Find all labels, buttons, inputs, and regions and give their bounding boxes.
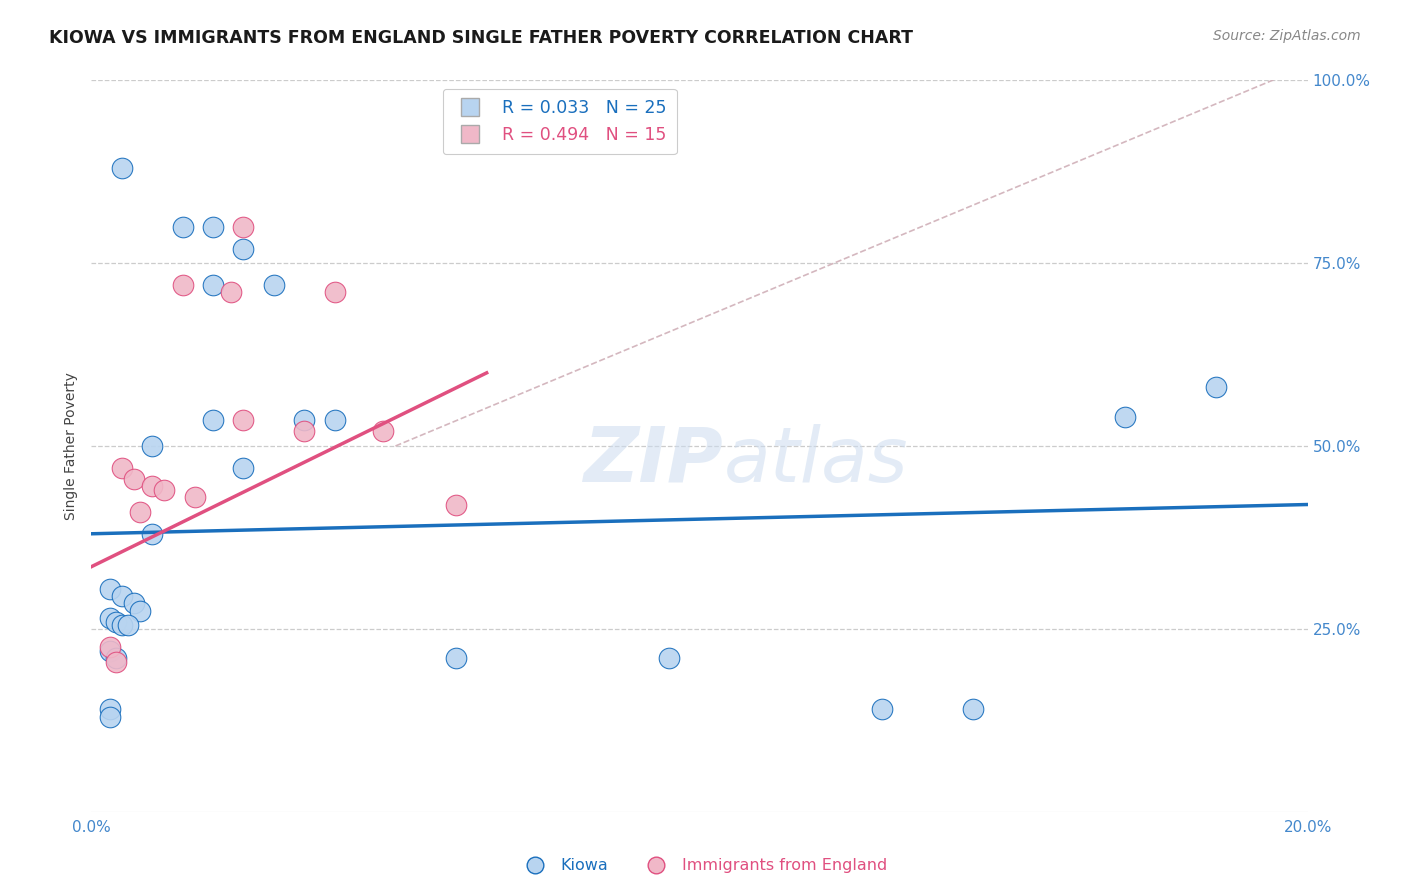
Point <box>98 644 121 658</box>
Point <box>122 472 145 486</box>
Text: atlas: atlas <box>724 424 908 498</box>
Point <box>172 278 194 293</box>
Legend: R = 0.033   N = 25, R = 0.494   N = 15: R = 0.033 N = 25, R = 0.494 N = 15 <box>443 89 676 154</box>
Point <box>202 278 225 293</box>
Point <box>172 219 194 234</box>
Point <box>323 413 346 427</box>
Point <box>263 278 285 293</box>
Point <box>219 285 242 300</box>
Point <box>153 483 176 497</box>
Point <box>129 505 152 519</box>
Point <box>98 611 121 625</box>
Point <box>870 702 893 716</box>
Point <box>202 219 225 234</box>
Y-axis label: Single Father Poverty: Single Father Poverty <box>65 372 79 520</box>
Point <box>232 413 254 427</box>
Text: Source: ZipAtlas.com: Source: ZipAtlas.com <box>1213 29 1361 43</box>
Point <box>292 425 315 439</box>
Point <box>1114 409 1136 424</box>
Point <box>98 702 121 716</box>
Point <box>232 242 254 256</box>
Point <box>111 461 134 475</box>
Point <box>141 526 163 541</box>
Point <box>129 603 152 617</box>
Point <box>111 589 134 603</box>
Point <box>373 425 395 439</box>
Text: ZIP: ZIP <box>583 424 724 498</box>
Point <box>104 615 127 629</box>
Point <box>1205 380 1227 394</box>
Point <box>292 413 315 427</box>
Point <box>104 655 127 669</box>
Point <box>111 161 134 175</box>
Point <box>232 219 254 234</box>
Text: KIOWA VS IMMIGRANTS FROM ENGLAND SINGLE FATHER POVERTY CORRELATION CHART: KIOWA VS IMMIGRANTS FROM ENGLAND SINGLE … <box>49 29 914 46</box>
Point <box>658 651 681 665</box>
Point <box>111 618 134 632</box>
Legend: Kiowa, Immigrants from England: Kiowa, Immigrants from England <box>513 852 893 880</box>
Point <box>98 709 121 723</box>
Point <box>444 498 467 512</box>
Point <box>323 285 346 300</box>
Point <box>117 618 139 632</box>
Point <box>98 640 121 655</box>
Point <box>232 461 254 475</box>
Point <box>444 651 467 665</box>
Point <box>104 651 127 665</box>
Point <box>141 439 163 453</box>
Point <box>98 582 121 596</box>
Point <box>202 413 225 427</box>
Point <box>962 702 984 716</box>
Point <box>184 490 207 504</box>
Point <box>141 479 163 493</box>
Point <box>122 596 145 610</box>
